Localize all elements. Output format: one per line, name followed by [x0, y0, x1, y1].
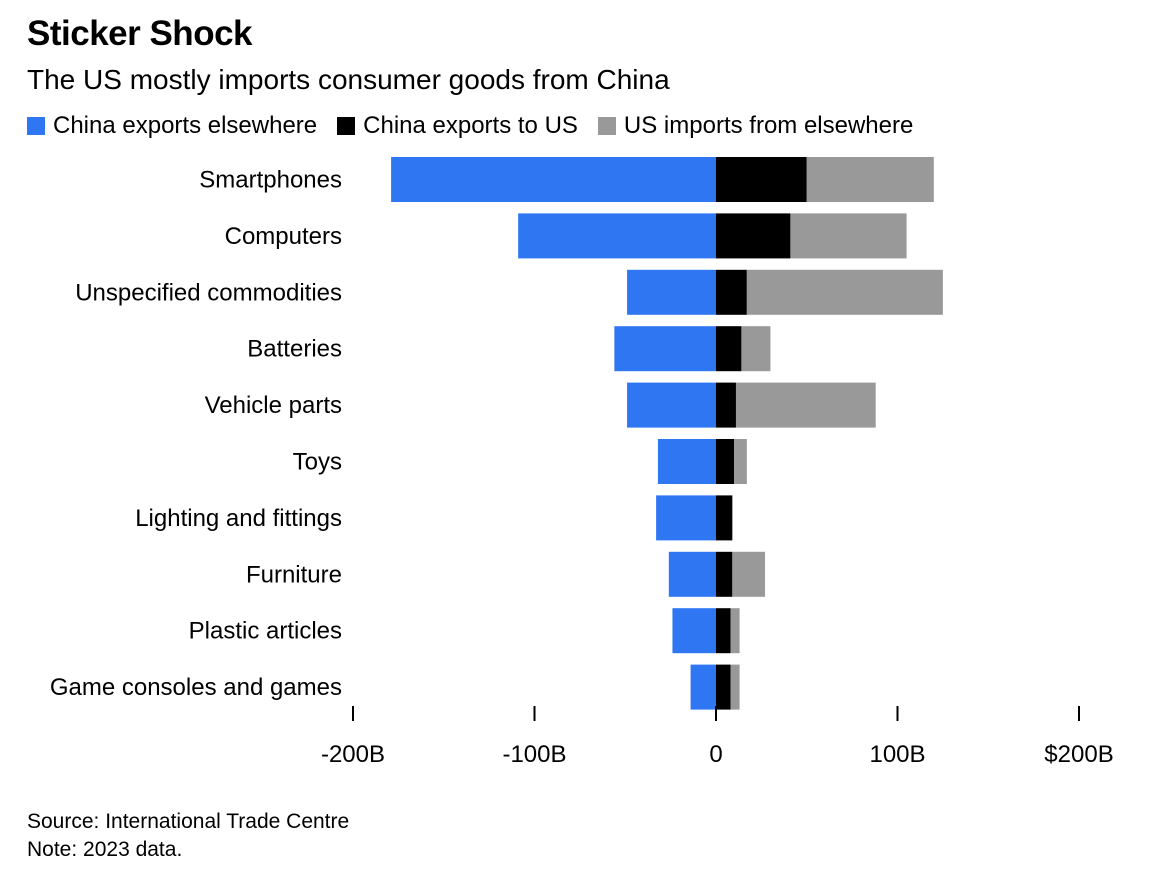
data-note: Note: 2023 data.	[27, 838, 183, 861]
x-tick-label: 0	[709, 741, 722, 768]
bar-china-exports-to-us	[716, 551, 733, 597]
bar-us-imports-elsewhere	[735, 382, 876, 428]
category-label: Computers	[225, 223, 342, 250]
legend-swatch-blue	[27, 117, 45, 135]
bar-china-exports-elsewhere	[614, 326, 716, 372]
bar-china-exports-to-us	[716, 608, 731, 654]
category-label: Batteries	[247, 336, 342, 363]
source-note: Source: International Trade Centre	[27, 810, 350, 833]
category-label: Smartphones	[199, 167, 342, 194]
category-label: Toys	[293, 449, 342, 476]
category-label: Plastic articles	[189, 618, 342, 645]
bar-china-exports-to-us	[716, 495, 733, 541]
bar-us-imports-elsewhere	[790, 213, 907, 259]
bar-us-imports-elsewhere	[730, 664, 740, 710]
chart-subtitle: The US mostly imports consumer goods fro…	[27, 64, 670, 95]
bar-china-exports-to-us	[716, 157, 807, 202]
legend: China exports elsewhere China exports to…	[27, 112, 933, 140]
legend-label: US imports from elsewhere	[623, 112, 914, 139]
bar-us-imports-elsewhere	[734, 439, 747, 484]
bar-china-exports-elsewhere	[656, 495, 716, 541]
bar-us-imports-elsewhere	[806, 157, 934, 202]
bar-us-imports-elsewhere	[732, 551, 766, 597]
legend-swatch-black	[337, 117, 356, 135]
bar-china-exports-to-us	[716, 439, 735, 484]
bar-china-exports-to-us	[716, 664, 731, 710]
bar-china-exports-elsewhere	[518, 213, 716, 259]
x-tick-label: -100B	[502, 741, 566, 768]
bar-china-exports-elsewhere	[657, 439, 716, 484]
bar-china-exports-to-us	[716, 269, 747, 315]
bar-us-imports-elsewhere	[730, 608, 740, 654]
category-label: Vehicle parts	[205, 392, 342, 419]
category-label: Furniture	[246, 561, 342, 588]
legend-item-china-elsewhere: China exports elsewhere	[27, 112, 317, 140]
bar-china-exports-elsewhere	[627, 269, 716, 315]
x-tick-label: 100B	[869, 741, 925, 768]
bar-china-exports-to-us	[716, 213, 791, 259]
bar-china-exports-elsewhere	[391, 157, 716, 202]
chart-title: Sticker Shock	[27, 14, 253, 53]
legend-item-us-elsewhere: US imports from elsewhere	[597, 112, 914, 140]
legend-swatch-gray	[597, 117, 616, 135]
x-tick-label: $200B	[1044, 741, 1113, 768]
bar-china-exports-elsewhere	[672, 608, 716, 654]
category-label: Lighting and fittings	[135, 505, 342, 532]
legend-label: China exports elsewhere	[53, 112, 318, 139]
bar-us-imports-elsewhere	[746, 269, 943, 315]
bar-china-exports-to-us	[716, 326, 742, 372]
bar-china-exports-to-us	[716, 382, 736, 428]
bar-china-exports-elsewhere	[690, 664, 716, 710]
x-tick-label: -200B	[321, 741, 385, 768]
bar-china-exports-elsewhere	[627, 382, 716, 428]
bar-us-imports-elsewhere	[741, 326, 771, 372]
legend-label: China exports to US	[363, 112, 578, 139]
category-label: Unspecified commodities	[75, 279, 342, 306]
legend-item-china-to-us: China exports to US	[337, 112, 578, 140]
bar-china-exports-elsewhere	[668, 551, 716, 597]
category-label: Game consoles and games	[50, 674, 342, 701]
